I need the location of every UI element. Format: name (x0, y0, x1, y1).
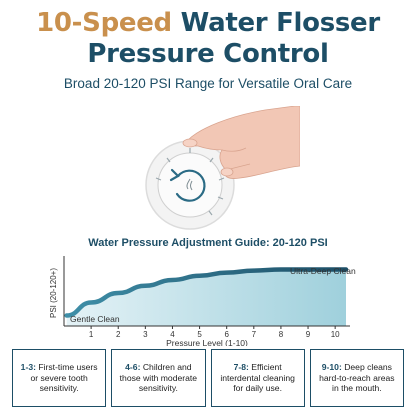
x-tick-label: 4 (170, 330, 175, 339)
card-text: Children and those with moderate sensiti… (119, 362, 198, 394)
title-line-2: Pressure Control (87, 39, 329, 69)
card-range: 9-10: (321, 362, 342, 373)
x-tick-label: 7 (252, 330, 257, 339)
pressure-curve (64, 267, 349, 318)
level-card-9-10: 9-10: Deep cleans hard-to-reach areas in… (309, 349, 404, 407)
card-text: First-time users or severe tooth sensiti… (30, 362, 98, 394)
level-card-1-3: 1-3: First-time users or severe tooth se… (12, 349, 107, 407)
card-text: Deep cleans hard-to-reach areas in the m… (319, 362, 395, 394)
x-tick-label: 6 (224, 330, 229, 339)
hand (182, 106, 300, 179)
title-line-1-rest: Water Flosser (180, 8, 381, 38)
card-range: 4-6: (125, 362, 141, 373)
page-title: 10-Speed Water Flosser Pressure Control (0, 8, 416, 70)
card-range: 1-3: (20, 362, 36, 373)
card-text: Efficient interdental cleaning for daily… (220, 362, 295, 394)
chart-title: Water Pressure Adjustment Guide: 20-120 … (88, 237, 328, 249)
x-tick-label: 9 (306, 330, 311, 339)
water-drop-icon (186, 178, 193, 191)
pressure-chart: 1 2 3 4 5 6 7 8 9 10 PSI (20-120+) Pressure Level… (49, 256, 356, 346)
annotation-gentle-clean: Gentle Clean (70, 314, 120, 324)
annotation-ultra-deep-clean: Ultra-Deep Clean (290, 266, 356, 276)
x-tick-label: 5 (197, 330, 202, 339)
subtitle: Broad 20-120 PSI Range for Versatile Ora… (63, 76, 353, 91)
hand-turning-dial-photo (145, 106, 300, 230)
rotate-arrow-icon (169, 168, 206, 202)
title-line-1: 10-Speed Water Flosser (0, 8, 416, 39)
x-tick-label: 1 (89, 330, 94, 339)
level-card-7-8: 7-8: Efficient interdental cleaning for … (210, 349, 305, 407)
x-tick-label: 8 (279, 330, 284, 339)
x-tick-label: 2 (116, 330, 121, 339)
dial-tick-marks (155, 148, 225, 216)
x-tick-label: 10 (331, 330, 340, 339)
title-accent: 10-Speed (36, 8, 172, 38)
x-tick-label: 3 (143, 330, 148, 339)
level-guide-cards: 1-3: First-time users or severe tooth se… (12, 349, 404, 407)
dial-face[interactable] (157, 152, 223, 218)
y-axis-label: PSI (20-120+) (49, 268, 58, 318)
card-range: 7-8: (233, 362, 249, 373)
x-axis-label: Pressure Level (1-10) (166, 338, 248, 346)
level-card-4-6: 4-6: Children and those with moderate se… (111, 349, 206, 407)
pressure-area (66, 269, 346, 326)
